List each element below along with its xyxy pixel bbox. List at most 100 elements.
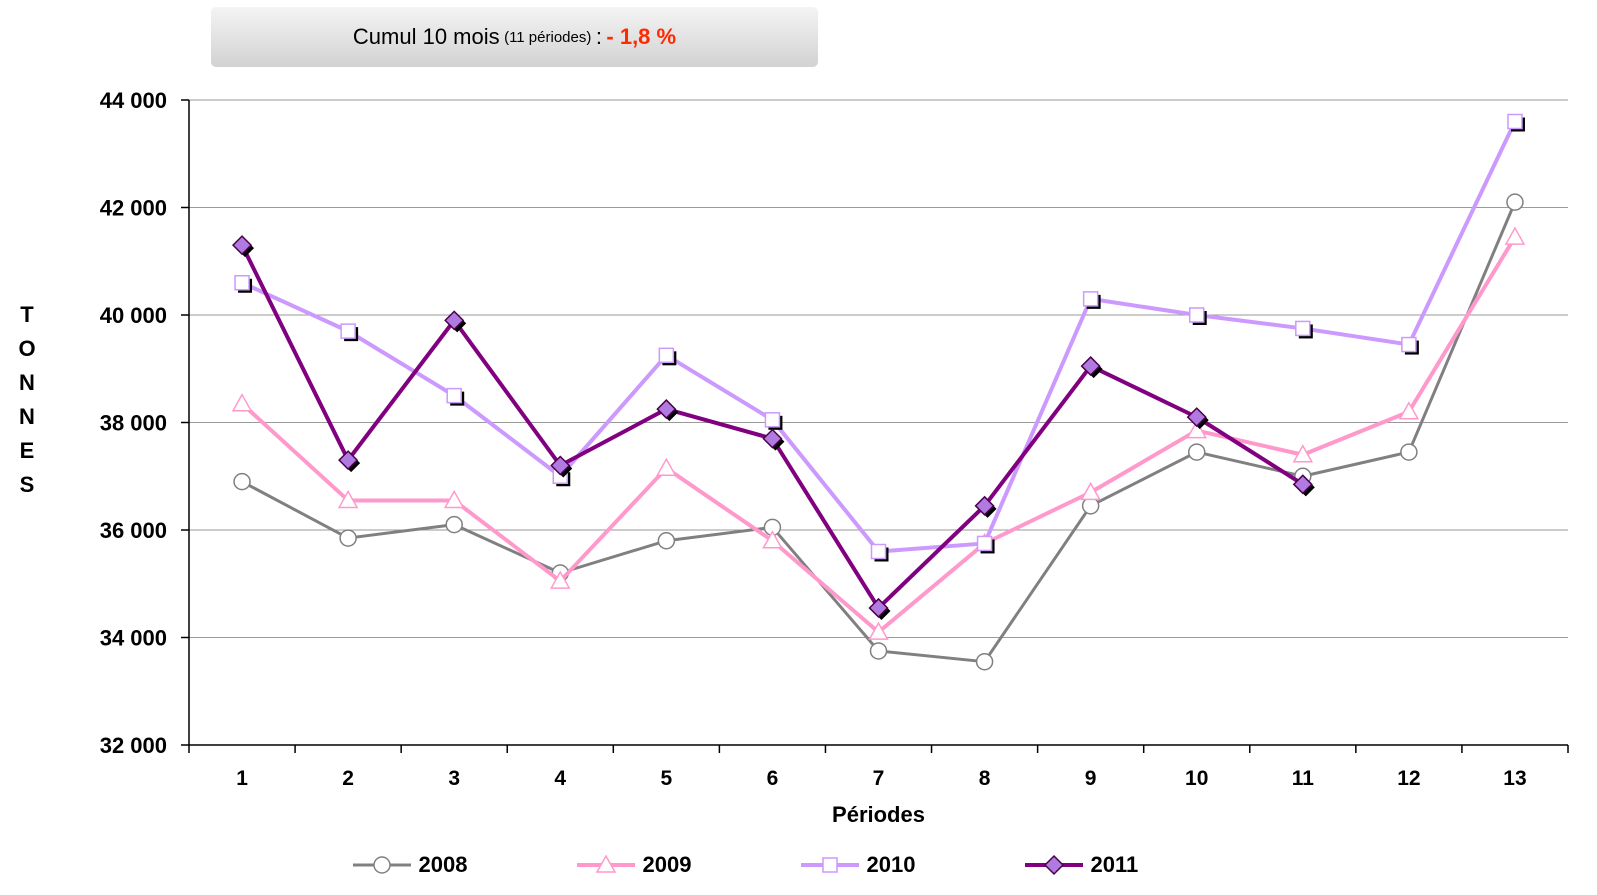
- x-tick-label: 1: [236, 767, 248, 790]
- data-point-2008: [339, 529, 357, 547]
- data-point-2011: [338, 450, 359, 471]
- data-point-2011: [1080, 356, 1101, 377]
- series-group: [231, 113, 1526, 671]
- y-tick-label: 38 000: [100, 411, 167, 436]
- summary-separator: :: [595, 24, 602, 49]
- data-point-2008: [1081, 497, 1100, 515]
- axes: [181, 99, 1569, 753]
- data-point-2009: [656, 457, 677, 476]
- y-tick-label: 32 000: [100, 733, 167, 758]
- legend-marker: [1043, 854, 1064, 876]
- legend-item-2009: 2009: [575, 850, 799, 880]
- data-point-2010: [764, 412, 781, 428]
- y-axis-title-letter: T: [20, 302, 34, 327]
- legend-label: 2011: [1090, 852, 1139, 877]
- y-axis-title-letter: E: [20, 438, 35, 463]
- legend-swatch: [352, 856, 411, 874]
- data-point-2008: [869, 642, 888, 660]
- y-tick-labels: 32 000 34 000 36 000 38 000 40 000 42 000 44 0…: [100, 88, 167, 758]
- legend-item-2008: 2008: [351, 850, 575, 880]
- y-tick-label: 34 000: [100, 626, 167, 651]
- summary-sub-label: (11 périodes): [504, 28, 592, 46]
- data-point-2011: [1292, 474, 1313, 495]
- data-point-2010: [1082, 291, 1099, 307]
- data-point-2009: [231, 393, 253, 412]
- summary-box: Cumul 10 mois (11 périodes) : - 1,8 %: [211, 7, 818, 67]
- y-tick-label: 44 000: [100, 88, 167, 113]
- x-tick-label: 2: [342, 767, 354, 790]
- data-point-2009: [1080, 481, 1101, 501]
- data-point-2010: [1295, 320, 1311, 337]
- data-point-2008: [1506, 193, 1524, 211]
- data-point-2009: [1292, 444, 1314, 463]
- data-point-2011: [444, 310, 465, 331]
- y-axis-title-letter: N: [19, 370, 35, 395]
- x-tick-label: 5: [661, 767, 673, 790]
- x-tick-label: 10: [1185, 767, 1208, 790]
- legend-label: 2008: [418, 852, 468, 877]
- legend-item-2011: 2011: [1023, 850, 1247, 880]
- data-point-2011: [974, 495, 995, 516]
- x-axis-title: Périodes: [832, 802, 925, 827]
- summary-main-label: Cumul 10 mois: [352, 24, 500, 49]
- x-tick-label: 3: [448, 767, 460, 790]
- y-tick-label: 36 000: [100, 518, 167, 543]
- x-tick-labels: 1 2 3 4 5 6 7 8 9 10 11 12 13: [236, 767, 1526, 790]
- legend-marker: [821, 857, 838, 873]
- legend-marker: [372, 856, 391, 874]
- x-tick-label: 12: [1397, 767, 1420, 790]
- series-2009: [231, 226, 1526, 640]
- data-point-2009: [443, 489, 465, 509]
- data-point-2011: [231, 235, 253, 256]
- data-point-2011: [1186, 407, 1207, 428]
- data-point-2011: [550, 455, 571, 476]
- legend-label: 2009: [642, 852, 692, 877]
- legend-item-2010: 2010: [799, 850, 1023, 880]
- x-tick-label: 7: [873, 767, 885, 790]
- data-point-2009: [337, 489, 359, 509]
- legend-label: 2010: [866, 852, 916, 877]
- series-2010: [234, 113, 1525, 562]
- x-tick-label: 9: [1085, 767, 1097, 790]
- legend-swatch: [800, 857, 859, 873]
- legend-swatch: [1024, 854, 1083, 876]
- data-point-2011: [656, 399, 677, 420]
- data-point-2010: [658, 347, 675, 364]
- data-point-2008: [1187, 443, 1206, 461]
- data-point-2010: [1401, 336, 1417, 353]
- series-line-2010: [241, 120, 1517, 554]
- summary-value: - 1,8 %: [606, 24, 677, 49]
- data-point-2011: [868, 597, 889, 618]
- data-point-2010: [976, 535, 993, 552]
- y-axis-title-letter: N: [19, 404, 35, 429]
- y-axis-title-letter: O: [18, 336, 35, 361]
- x-tick-label: 8: [979, 767, 991, 790]
- data-point-2010: [340, 323, 356, 339]
- data-point-2008: [657, 532, 676, 550]
- data-point-2010: [870, 543, 887, 560]
- data-point-2011: [762, 428, 783, 449]
- x-tick-label: 4: [554, 767, 566, 790]
- data-point-2010: [234, 275, 250, 291]
- data-point-2008: [233, 472, 251, 491]
- x-tick-label: 6: [767, 767, 779, 790]
- y-tick-label: 42 000: [100, 196, 167, 221]
- data-point-2009: [549, 570, 571, 589]
- series-line-2008: [241, 201, 1517, 664]
- legend-swatch: [576, 854, 635, 873]
- legend-marker: [595, 854, 616, 873]
- grid-lines: [189, 99, 1568, 638]
- y-axis-title-letter: S: [20, 472, 35, 497]
- data-point-2009: [868, 621, 889, 640]
- data-point-2009: [1186, 420, 1208, 439]
- legend: 2008 2009 2010 2011: [0, 845, 1597, 885]
- data-point-2008: [445, 515, 463, 534]
- data-point-2010: [1188, 307, 1205, 323]
- data-point-2010: [446, 387, 462, 404]
- data-point-2010: [1507, 113, 1523, 130]
- data-point-2008: [975, 652, 994, 671]
- y-tick-label: 40 000: [100, 303, 167, 328]
- data-point-2008: [1400, 443, 1418, 461]
